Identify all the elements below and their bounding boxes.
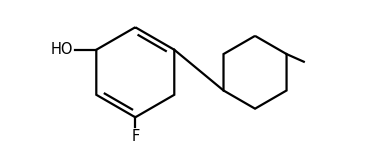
Text: F: F [131, 129, 140, 144]
Text: HO: HO [51, 42, 74, 57]
